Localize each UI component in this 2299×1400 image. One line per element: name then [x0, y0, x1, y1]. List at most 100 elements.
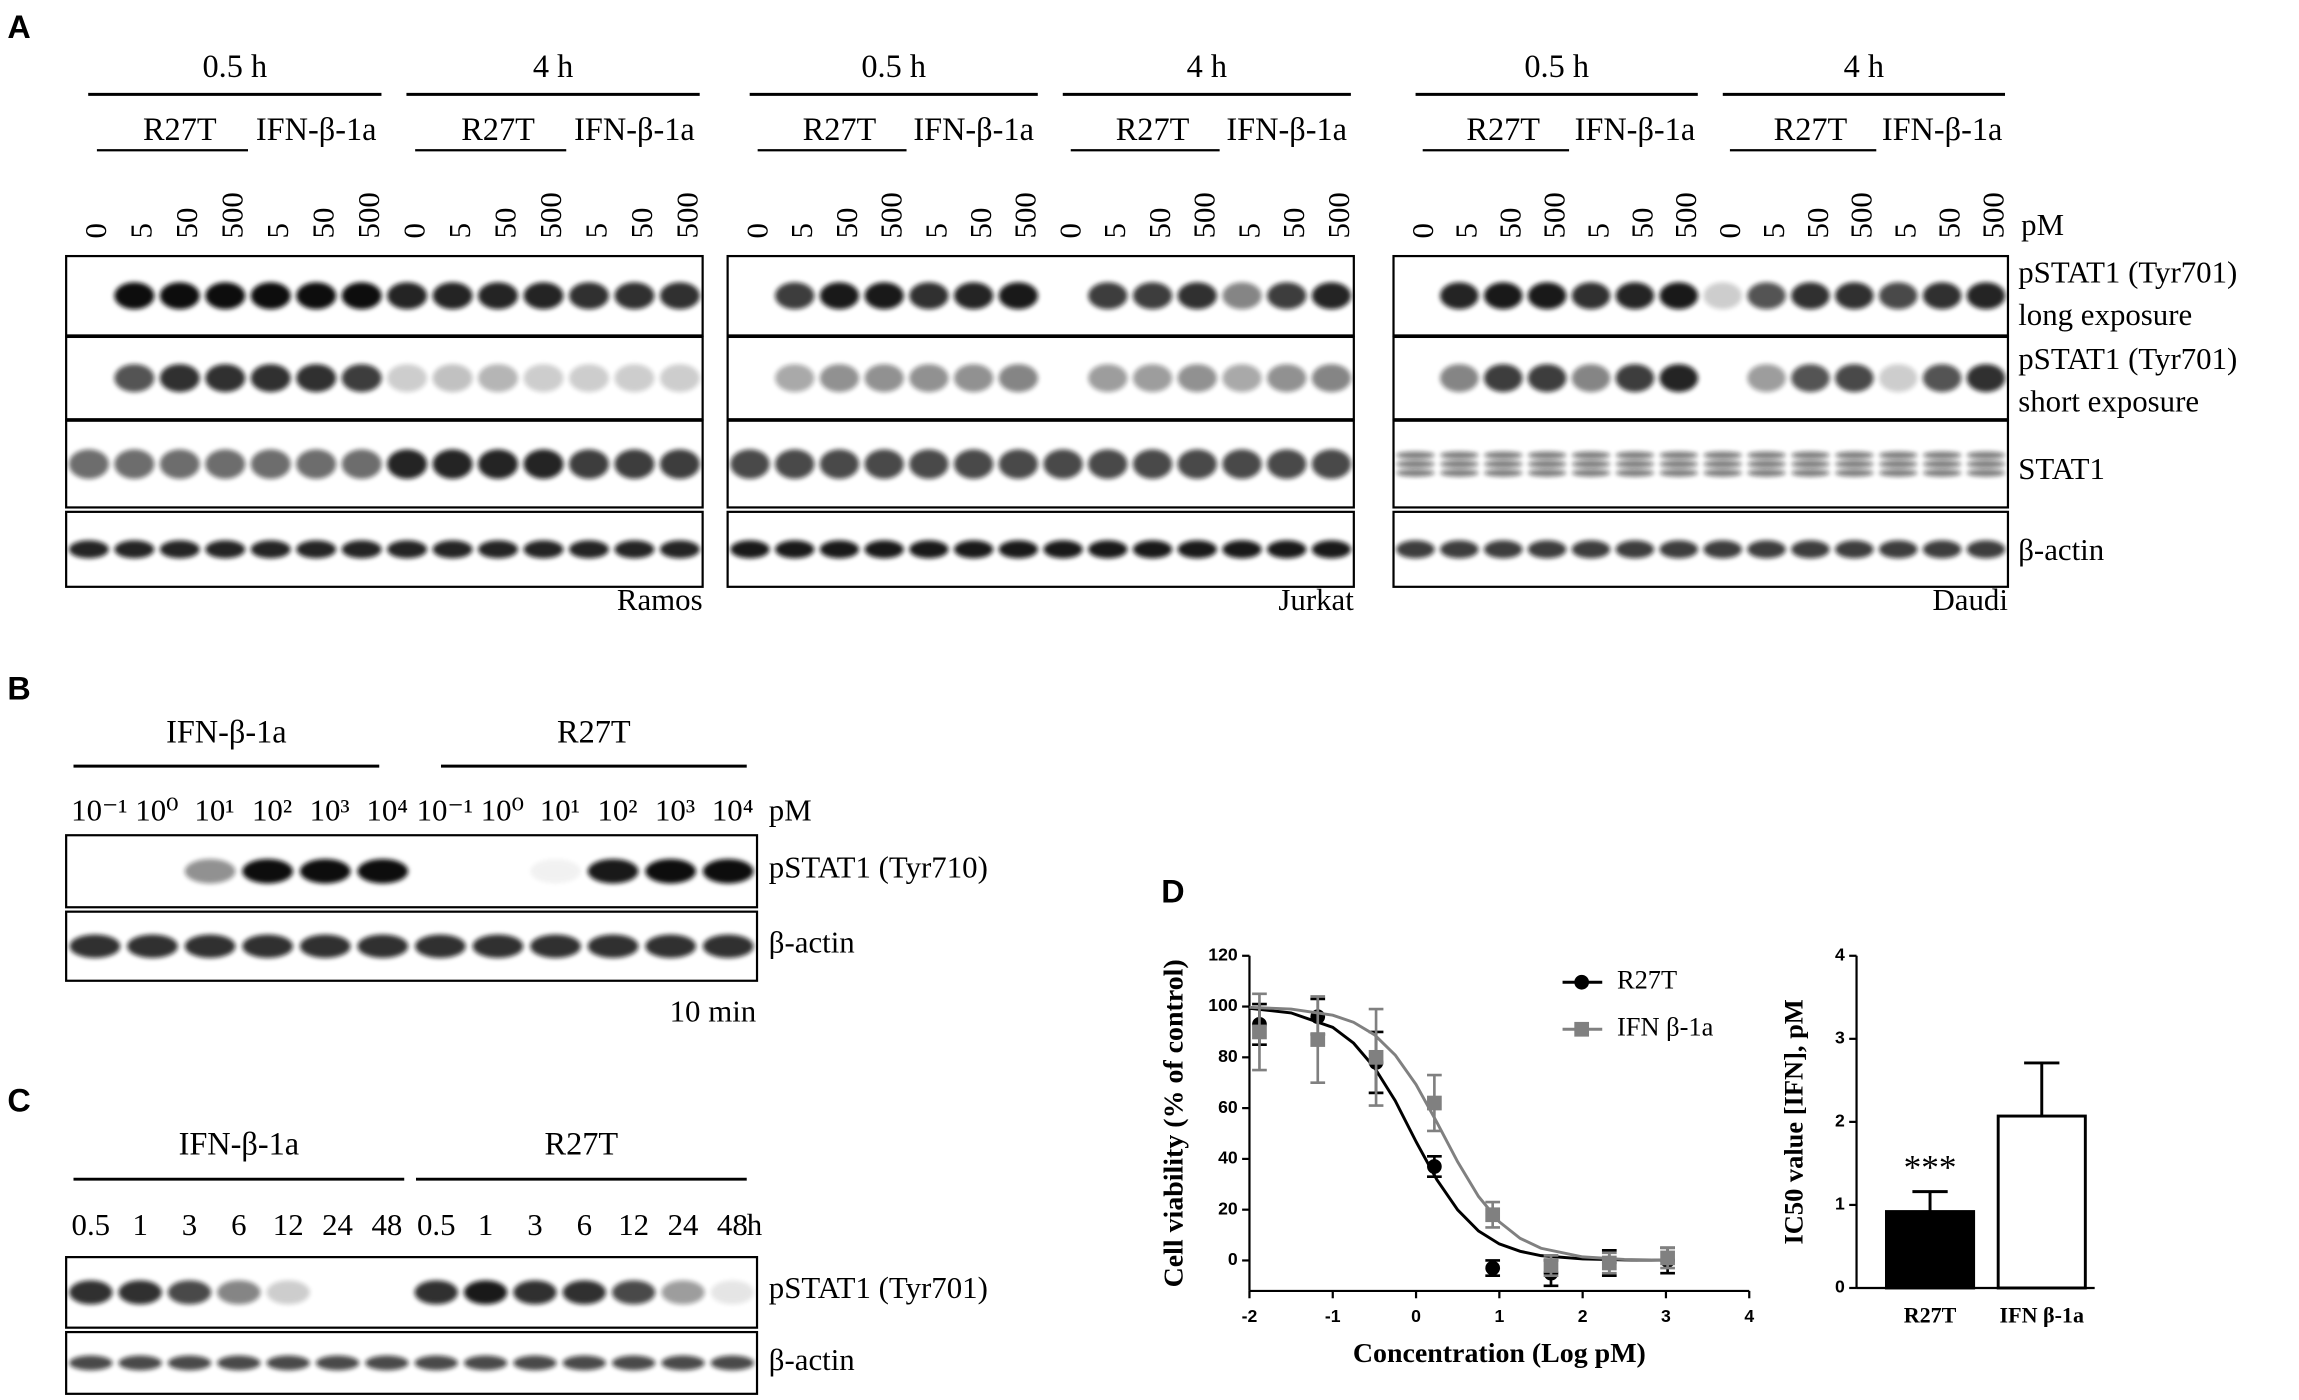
label: 10 min — [670, 995, 757, 1029]
band — [296, 282, 337, 310]
y-axis-label: Cell viability (% of control) — [1158, 959, 1189, 1287]
band — [775, 282, 815, 310]
band — [1440, 540, 1479, 559]
band — [1088, 449, 1128, 479]
band — [68, 540, 109, 559]
band — [217, 1355, 261, 1371]
legend-label: R27T — [1617, 964, 1677, 994]
label: 50 — [1625, 208, 1659, 239]
label: 500 — [670, 192, 704, 238]
band — [1177, 364, 1217, 393]
label: 500 — [875, 192, 909, 238]
band — [659, 540, 700, 559]
band — [661, 1355, 705, 1371]
band — [1571, 540, 1611, 559]
label: β-actin — [2018, 533, 2104, 567]
legend-marker — [1574, 974, 1590, 990]
band — [463, 1280, 508, 1305]
band — [1835, 364, 1874, 393]
band — [1966, 540, 2006, 559]
band — [775, 364, 815, 393]
label: 6 — [231, 1208, 246, 1242]
fit-curve — [1249, 1006, 1666, 1262]
label: R27T — [1116, 111, 1190, 147]
band — [1527, 460, 1567, 468]
band — [184, 934, 236, 958]
band — [513, 1280, 557, 1305]
y-tick-label: 40 — [1218, 1148, 1238, 1168]
band — [1966, 469, 2006, 477]
band — [659, 449, 700, 479]
band — [530, 859, 581, 884]
band — [250, 282, 291, 310]
label: 5 — [579, 223, 613, 238]
band — [1527, 469, 1567, 477]
label: 4 h — [1187, 48, 1227, 84]
band — [1396, 451, 1435, 459]
label: 5 — [261, 223, 295, 238]
label: pM — [769, 793, 812, 827]
band — [1440, 282, 1479, 310]
band — [659, 364, 700, 393]
band — [1440, 451, 1479, 459]
band — [1659, 364, 1699, 393]
label: IFN-β-1a — [166, 714, 287, 750]
label: 5 — [1232, 223, 1266, 238]
band — [1791, 460, 1830, 468]
band — [1267, 449, 1307, 479]
band — [1311, 364, 1352, 393]
band — [1177, 540, 1217, 559]
band — [1791, 364, 1830, 393]
label: 50 — [1932, 208, 1966, 239]
label: 10⁻¹ — [417, 793, 473, 827]
fit-curve — [1249, 1005, 1666, 1262]
label: D — [1161, 874, 1184, 910]
band — [69, 934, 121, 958]
band — [1222, 449, 1262, 479]
band — [1132, 540, 1173, 559]
band — [68, 449, 109, 479]
band — [1966, 451, 2006, 459]
band — [1396, 460, 1435, 468]
band — [127, 934, 178, 958]
band — [1922, 282, 1962, 310]
band — [1703, 469, 1742, 477]
label: 5 — [125, 223, 159, 238]
band — [1791, 469, 1830, 477]
y-tick-label: 2 — [1835, 1111, 1845, 1131]
band — [341, 540, 382, 559]
band — [909, 540, 949, 559]
y-axis-label: IC50 value [IFN], pM — [1778, 999, 1808, 1244]
band — [432, 540, 473, 559]
annotation: *** — [1904, 1148, 1957, 1187]
band — [1791, 540, 1830, 559]
band — [1527, 451, 1567, 459]
label: long exposure — [2018, 298, 2192, 332]
band — [530, 934, 581, 958]
band — [387, 282, 428, 310]
label: 0 — [79, 223, 113, 238]
band — [953, 449, 994, 479]
label: IFN-β-1a — [1882, 111, 2003, 147]
band — [710, 1280, 755, 1305]
band — [315, 1355, 360, 1371]
band — [1615, 282, 1655, 310]
band — [114, 540, 155, 559]
band — [250, 364, 291, 393]
label: pM — [2021, 208, 2064, 242]
point — [1485, 1207, 1501, 1223]
label: IFN-β-1a — [1226, 111, 1347, 147]
band — [1615, 364, 1655, 393]
label: 10⁻¹ — [71, 793, 127, 827]
band — [587, 859, 639, 884]
label: 48 — [717, 1208, 748, 1242]
label: 6 — [577, 1208, 592, 1242]
point — [1543, 1258, 1559, 1273]
band — [702, 859, 754, 884]
label: 50 — [1494, 208, 1528, 239]
label: Daudi — [1933, 583, 2008, 617]
label: pSTAT1 (Tyr710) — [769, 851, 988, 885]
band — [205, 364, 246, 393]
label: R27T — [545, 1125, 619, 1161]
label: IFN-β-1a — [913, 111, 1034, 147]
